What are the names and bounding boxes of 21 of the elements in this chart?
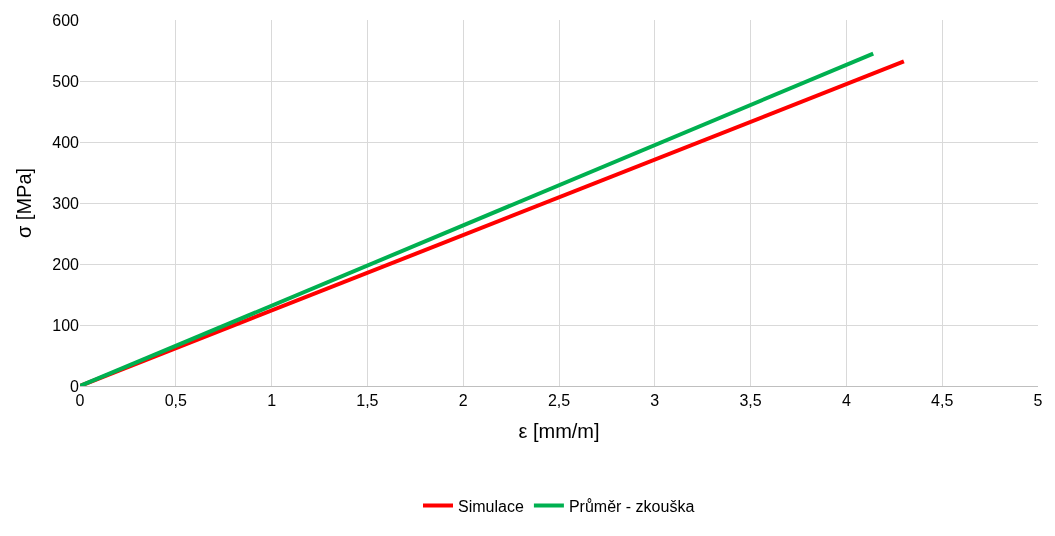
y-tick-label: 0 <box>70 377 80 395</box>
legend-label: Průměr - zkouška <box>568 497 695 515</box>
y-axis-title: σ [MPa] <box>12 167 35 239</box>
y-tick-label: 500 <box>52 72 80 90</box>
legend-label: Simulace <box>458 497 524 515</box>
y-tick-label: 200 <box>52 255 80 273</box>
x-tick-label: 2 <box>458 392 468 410</box>
y-tick-label: 600 <box>52 11 80 29</box>
y-tick-label: 100 <box>52 316 80 334</box>
x-tick-label: 4,5 <box>931 392 954 410</box>
x-tick-label: 0,5 <box>164 392 188 410</box>
y-tick-label: 400 <box>52 133 80 151</box>
y-tick-label: 300 <box>52 194 80 212</box>
x-tick-label: 2,5 <box>547 392 571 410</box>
x-tick-label: 5 <box>1033 392 1043 410</box>
x-axis-title: ε [mm/m] <box>518 419 600 442</box>
x-tick-label: 3,5 <box>739 392 762 410</box>
x-tick-label: 1,5 <box>356 392 379 410</box>
x-tick-label: 3 <box>650 392 660 410</box>
x-tick-label: 1 <box>267 392 277 410</box>
x-tick-label: 4 <box>841 392 851 410</box>
